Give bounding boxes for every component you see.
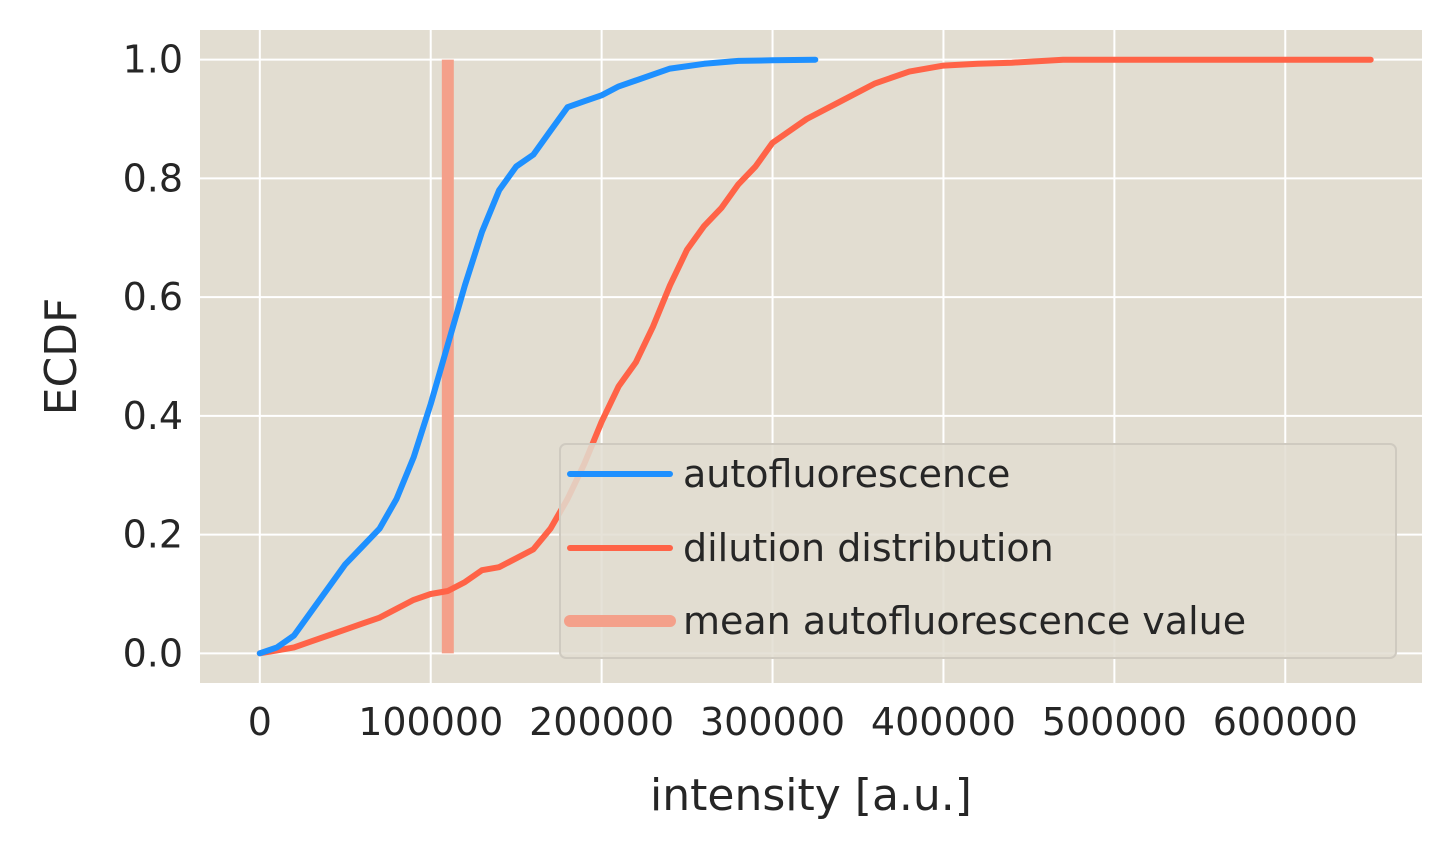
y-tick-label: 0.6 xyxy=(123,275,183,319)
x-tick-label: 0 xyxy=(248,700,272,744)
x-tick-label: 100000 xyxy=(358,700,503,744)
x-tick-label: 300000 xyxy=(700,700,845,744)
y-tick-label: 1.0 xyxy=(123,38,183,82)
legend-label-dilution-distribution: dilution distribution xyxy=(683,526,1054,570)
y-tick-label: 0.2 xyxy=(123,513,183,557)
legend: autofluorescence dilution distribution m… xyxy=(559,443,1397,659)
x-tick-label: 600000 xyxy=(1213,700,1358,744)
legend-label-mean-autofluorescence: mean autofluorescence value xyxy=(683,599,1246,643)
x-tick-label: 500000 xyxy=(1042,700,1187,744)
series-layer xyxy=(256,56,1374,657)
y-tick-label: 0.8 xyxy=(123,156,183,200)
y-axis-title: ECDF xyxy=(36,298,87,416)
x-tick-labels: 0 100000 200000 300000 400000 500000 600000 xyxy=(248,700,1358,744)
legend-label-autofluorescence: autofluorescence xyxy=(683,452,1010,496)
autofluorescence-curve xyxy=(256,56,819,657)
x-axis-title: intensity [a.u.] xyxy=(650,770,972,821)
x-tick-label: 200000 xyxy=(529,700,674,744)
y-tick-label: 0.4 xyxy=(123,394,183,438)
legend-box xyxy=(559,443,1397,659)
grid-lines xyxy=(200,30,1422,683)
y-tick-label: 0.0 xyxy=(123,631,183,675)
y-tick-labels: 0.0 0.2 0.4 0.6 0.8 1.0 xyxy=(123,38,183,676)
dilution-distribution-curve xyxy=(256,56,1374,657)
x-tick-label: 400000 xyxy=(871,700,1016,744)
